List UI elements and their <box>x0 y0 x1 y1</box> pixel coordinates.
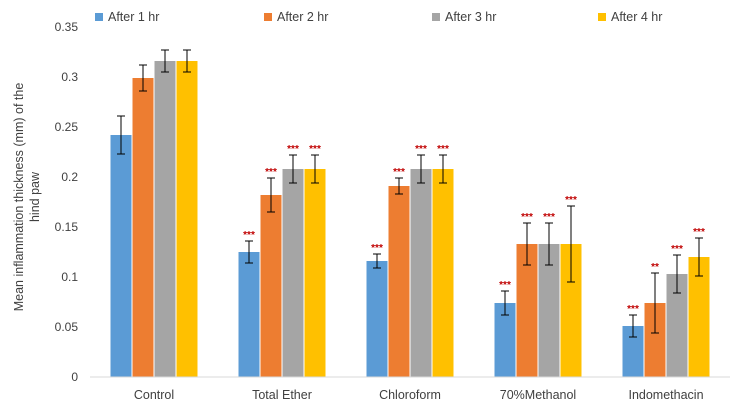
x-category-label: Chloroform <box>379 388 441 402</box>
significance-marker: *** <box>671 244 683 255</box>
legend-swatch <box>598 13 606 21</box>
bar <box>622 326 644 377</box>
significance-marker: *** <box>371 243 383 254</box>
y-axis-ticks: 0 0.05 0.1 0.15 0.2 0.25 0.3 0.35 <box>55 20 79 384</box>
x-category-label: Indomethacin <box>628 388 703 402</box>
legend-label: After 4 hr <box>611 10 662 24</box>
bar <box>494 303 516 377</box>
significance-marker: *** <box>627 304 639 315</box>
significance-marker: *** <box>309 144 321 155</box>
x-category-label: 70%Methanol <box>500 388 576 402</box>
significance-marker: *** <box>437 144 449 155</box>
bar <box>644 303 666 377</box>
significance-marker: *** <box>565 195 577 206</box>
significance-marker: *** <box>521 212 533 223</box>
significance-marker: *** <box>243 230 255 241</box>
y-tick-label: 0.15 <box>55 220 79 234</box>
x-axis-category-labels: Control Total Ether Chloroform 70%Methanol I… <box>134 388 704 402</box>
bar-series-group <box>110 61 710 377</box>
significance-marker: *** <box>287 144 299 155</box>
y-tick-label: 0.2 <box>61 170 78 184</box>
legend-label: After 2 hr <box>277 10 328 24</box>
bar <box>432 169 454 377</box>
bar <box>154 61 176 377</box>
significance-marker: ** <box>651 262 659 273</box>
bar <box>260 195 282 377</box>
error-bar-group <box>117 49 703 338</box>
bar <box>666 274 688 377</box>
significance-marker: *** <box>499 280 511 291</box>
bar <box>688 257 710 377</box>
y-tick-label: 0.1 <box>61 270 78 284</box>
bar <box>538 244 560 377</box>
bar <box>282 169 304 377</box>
y-tick-label: 0.35 <box>55 20 79 34</box>
significance-marker: *** <box>543 212 555 223</box>
bar <box>388 186 410 377</box>
legend-label: After 1 hr <box>108 10 159 24</box>
legend-swatch <box>264 13 272 21</box>
legend-label: After 3 hr <box>445 10 496 24</box>
significance-marker-group: ********* ************ ********* **********… <box>243 144 705 315</box>
y-axis-title: Mean inflammation thickness (mm) of the h… <box>12 83 42 312</box>
bar <box>132 78 154 377</box>
y-tick-label: 0.05 <box>55 320 79 334</box>
bar <box>176 61 198 377</box>
significance-marker: *** <box>693 227 705 238</box>
x-category-label: Control <box>134 388 174 402</box>
legend: After 1 hr After 2 hr After 3 hr After 4 hr <box>95 10 662 24</box>
legend-swatch <box>432 13 440 21</box>
bar <box>238 252 260 377</box>
legend-swatch <box>95 13 103 21</box>
bar <box>560 244 582 377</box>
y-tick-label: 0.25 <box>55 120 79 134</box>
bar <box>516 244 538 377</box>
bar <box>304 169 326 377</box>
bar <box>410 169 432 377</box>
bar <box>110 135 132 377</box>
x-category-label: Total Ether <box>252 388 312 402</box>
significance-marker: *** <box>265 167 277 178</box>
significance-marker: *** <box>393 167 405 178</box>
significance-marker: *** <box>415 144 427 155</box>
y-tick-label: 0 <box>71 370 78 384</box>
bar <box>366 261 388 377</box>
y-tick-label: 0.3 <box>61 70 78 84</box>
